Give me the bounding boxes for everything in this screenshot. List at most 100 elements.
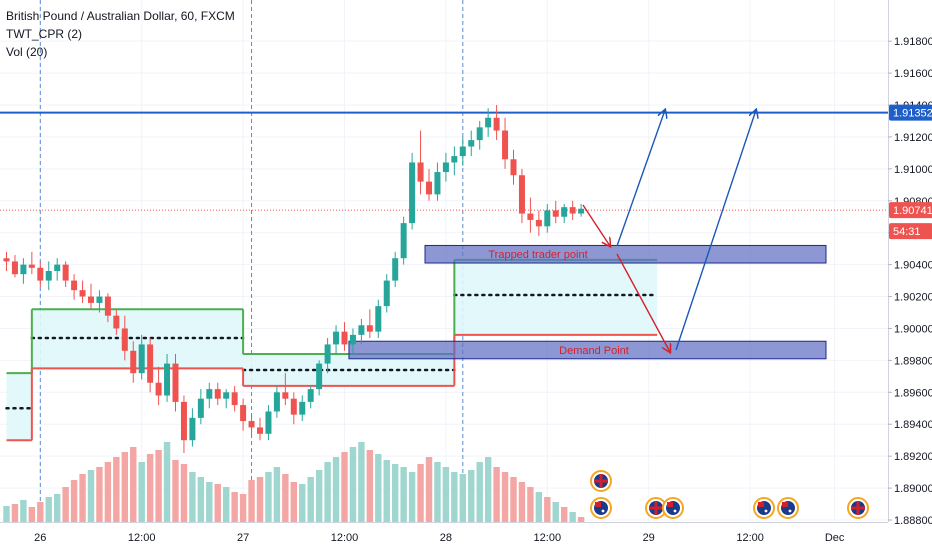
volume-bar <box>375 454 382 522</box>
volume-bar <box>189 472 196 522</box>
candle-body <box>28 264 35 268</box>
candle-body <box>417 162 424 182</box>
price-axis[interactable]: 1.918001.916001.914001.912001.910001.908… <box>888 0 932 527</box>
candle-body <box>130 350 137 374</box>
candle-body <box>71 280 78 291</box>
volume-bar <box>417 464 424 522</box>
candle-body <box>62 264 69 281</box>
projection-arrow[interactable] <box>582 204 610 246</box>
au-flag-icon[interactable] <box>777 497 799 519</box>
volume-bar <box>349 447 357 522</box>
price-tags: 1.91352 1.90741 54:31 <box>889 104 932 240</box>
demand-zone[interactable] <box>348 340 827 360</box>
time-tick-label: 29 <box>643 532 655 544</box>
candle-body <box>366 325 373 332</box>
volume-bar <box>231 492 238 522</box>
volume-bar <box>400 467 407 522</box>
candle-body <box>527 213 534 220</box>
volume-bar <box>163 442 171 522</box>
volume-bar <box>434 462 441 522</box>
candle-body <box>451 156 458 163</box>
last-price-label: 1.90741 <box>893 205 932 217</box>
price-tick-label: 1.89000 <box>894 483 932 495</box>
volume-bar <box>79 474 86 522</box>
time-tick-label: 12:00 <box>128 532 156 544</box>
candle-body <box>290 398 297 415</box>
candle-body <box>341 331 348 345</box>
volume-bar <box>383 460 390 522</box>
volume-bar <box>155 450 162 522</box>
projection-arrow[interactable] <box>616 110 665 247</box>
candle-body <box>400 223 407 259</box>
volume-bar <box>510 477 517 522</box>
uk-flag-icon[interactable] <box>645 497 667 519</box>
uk-flag-icon[interactable] <box>847 497 869 519</box>
volume-bar <box>299 484 306 522</box>
volume-bar <box>451 472 458 522</box>
volume-bar <box>569 512 576 522</box>
candle-body <box>307 389 314 402</box>
volume-bar <box>366 450 374 522</box>
candle-body <box>375 306 382 332</box>
time-tick-label: 12:00 <box>534 532 562 544</box>
candle-body <box>518 175 525 214</box>
trapped-trader-label: Trapped trader point <box>488 249 587 261</box>
candle-body <box>299 401 306 415</box>
volume-bar <box>37 502 44 522</box>
candle-body <box>113 315 120 329</box>
candle-body <box>88 296 94 303</box>
volume-bar <box>341 452 348 522</box>
price-tick-label: 1.89600 <box>894 387 932 399</box>
candle-body <box>493 117 500 131</box>
volume-bar <box>265 472 272 522</box>
uk-flag-icon[interactable] <box>590 470 612 492</box>
cpr-band <box>6 373 32 441</box>
candle-body <box>282 392 289 399</box>
flag-star <box>673 509 677 513</box>
projection-arrow[interactable] <box>675 110 756 351</box>
flag-cross-v <box>599 474 603 488</box>
flag-star <box>601 509 605 513</box>
zones[interactable] <box>348 244 827 360</box>
volume-bar <box>307 477 314 522</box>
time-tick-label: 12:00 <box>331 532 359 544</box>
volume-bar <box>45 497 52 522</box>
trapped-trader-zone[interactable] <box>424 244 827 264</box>
au-flag-icon[interactable] <box>590 497 612 519</box>
candle-body <box>96 296 103 303</box>
candle-body <box>155 382 162 396</box>
candle-body <box>248 421 255 428</box>
candle-body <box>164 363 171 396</box>
candle-body <box>468 140 475 147</box>
volume-bar <box>332 457 340 522</box>
volume-bar <box>392 464 399 522</box>
countdown-label: 54:31 <box>893 226 921 238</box>
candle-body <box>37 267 44 281</box>
volume-bar <box>552 502 559 522</box>
indicator-cpr-legend[interactable]: TWT_CPR (2) <box>6 27 82 41</box>
volume-bar <box>62 487 69 522</box>
candle-body <box>476 127 483 141</box>
projection-arrow[interactable] <box>616 253 670 352</box>
projection-arrows[interactable] <box>582 110 756 352</box>
session-separators <box>39 0 464 522</box>
volume-bar <box>535 492 543 522</box>
candle-body <box>392 258 399 281</box>
chart-title[interactable]: British Pound / Australian Dollar, 60, F… <box>6 9 235 23</box>
candle-body <box>45 271 52 281</box>
price-tick-label: 1.90000 <box>894 323 932 335</box>
au-flag-icon[interactable] <box>662 497 684 519</box>
price-tick-label: 1.91800 <box>894 36 932 48</box>
candle-body <box>485 117 492 128</box>
flag-cross-v <box>654 501 658 515</box>
volume-bar <box>20 500 27 522</box>
volume-bar <box>324 462 331 522</box>
time-tick-label: 12:00 <box>736 532 764 544</box>
resistance-price-label: 1.91352 <box>893 108 932 120</box>
volume-bar <box>476 462 483 522</box>
au-flag-icon[interactable] <box>753 497 775 519</box>
economic-events[interactable] <box>590 470 869 519</box>
indicator-volume-legend[interactable]: Vol (20) <box>6 45 48 59</box>
